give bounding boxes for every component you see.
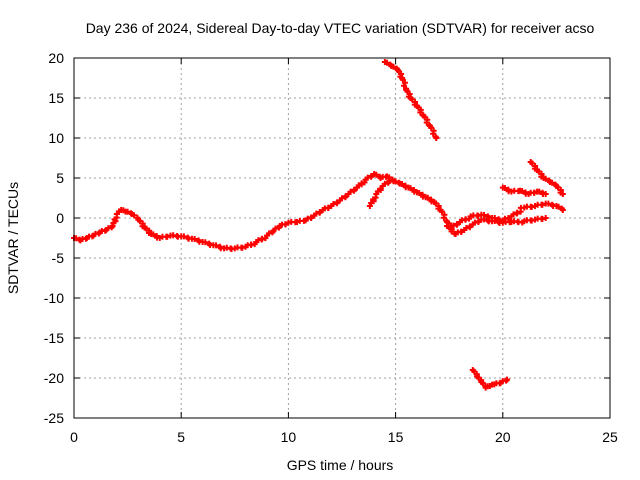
x-axis-label: GPS time / hours (287, 457, 394, 473)
grid-lines (74, 58, 610, 418)
data-point (519, 188, 526, 194)
data-point (542, 191, 549, 197)
data-point (555, 203, 562, 210)
data-point (424, 194, 431, 201)
data-point (124, 208, 131, 215)
data-point (191, 236, 198, 242)
x-tick-label: 25 (602, 429, 618, 445)
y-tick-label: -15 (44, 330, 64, 346)
data-point (545, 200, 552, 207)
y-axis-ticks: -25 -20 -15 -10 -5 0 5 10 15 20 (44, 50, 610, 426)
y-tick-label: -25 (44, 410, 64, 426)
data-point (213, 242, 220, 249)
y-tick-label: 15 (48, 90, 64, 106)
x-tick-label: 0 (70, 429, 78, 445)
y-tick-label: 5 (56, 170, 64, 186)
data-point (202, 239, 209, 246)
data-point (150, 231, 157, 238)
data-point (542, 215, 549, 221)
data-point (549, 179, 556, 186)
plot-frame (73, 57, 611, 419)
data-point (399, 181, 406, 187)
data-point (416, 190, 423, 196)
data-point (501, 185, 508, 191)
data-point (504, 376, 511, 383)
data-point (384, 59, 391, 66)
data-points (71, 59, 566, 391)
data-point (559, 191, 566, 197)
x-tick-label: 15 (388, 429, 404, 445)
data-point (539, 201, 546, 208)
y-tick-label: -5 (52, 250, 65, 266)
chart-title: Day 236 of 2024, Sidereal Day-to-day VTE… (86, 20, 595, 36)
data-point (542, 175, 549, 182)
x-tick-label: 5 (177, 429, 185, 445)
data-point (433, 135, 440, 141)
data-point (536, 188, 543, 195)
data-point (131, 212, 138, 219)
data-point (390, 63, 397, 70)
data-point (392, 178, 399, 185)
data-point (164, 233, 171, 240)
data-point (407, 185, 414, 192)
y-axis-label: SDTVAR / TECUs (5, 182, 21, 294)
x-tick-label: 20 (495, 429, 511, 445)
x-tick-label: 10 (281, 429, 297, 445)
y-tick-label: 20 (48, 50, 64, 66)
y-tick-label: -20 (44, 370, 64, 386)
data-point (373, 171, 380, 178)
y-tick-label: -10 (44, 290, 64, 306)
data-point (180, 233, 187, 240)
data-point (386, 178, 393, 185)
x-axis-ticks: 0 5 10 15 20 25 (70, 58, 618, 445)
data-point (559, 207, 566, 213)
y-tick-label: 0 (56, 210, 64, 226)
y-tick-label: 10 (48, 130, 64, 146)
